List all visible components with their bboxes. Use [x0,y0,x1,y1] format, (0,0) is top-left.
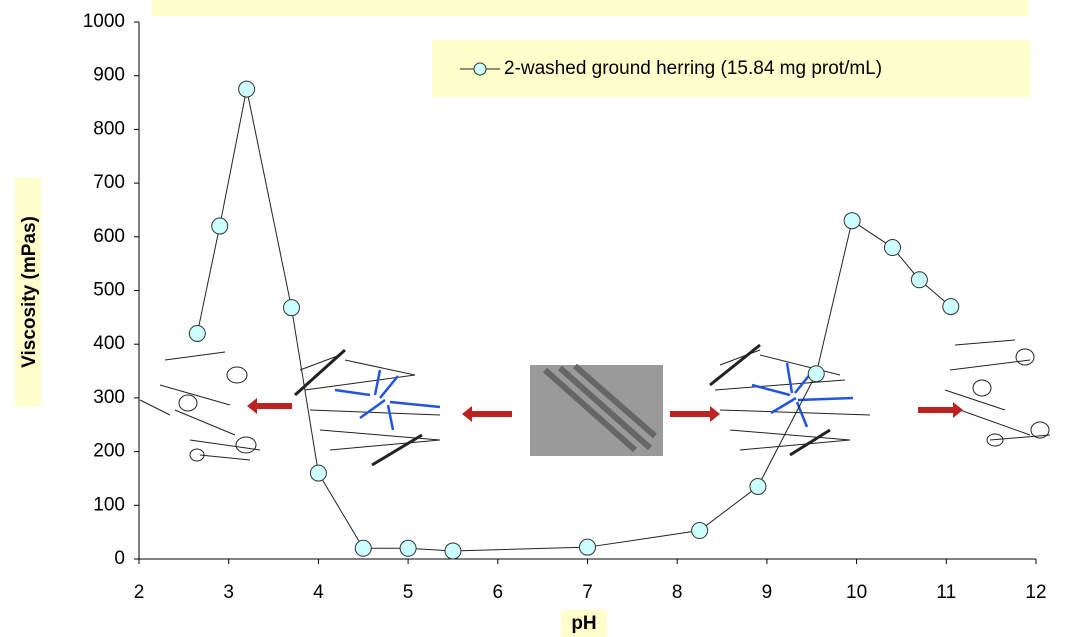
y-tick-label: 600 [93,226,125,247]
y-tick-label: 900 [93,65,125,86]
data-point [283,300,299,316]
x-tick-label: 11 [936,582,956,603]
x-tick-label: 5 [403,582,414,603]
data-point [445,543,461,559]
x-tick-label: 3 [223,582,234,603]
data-point [400,540,416,556]
data-point [884,240,900,256]
data-point [808,366,824,382]
y-tick-label: 500 [93,280,125,301]
y-tick-label: 300 [93,387,125,408]
y-tick-label: 100 [93,494,125,515]
x-tick-label: 6 [493,582,504,603]
x-tick-label: 2 [134,582,145,603]
data-point [750,479,766,495]
data-point [355,540,371,556]
chart: Viscosity (mPas) pH 0 100 200 300 400 500 600 7… [0,0,1066,637]
legend-marker [474,63,486,75]
data-point [943,299,959,315]
x-tick-label: 7 [582,582,593,603]
legend-label: 2-washed ground herring (15.84 mg prot/m… [504,58,882,79]
x-tick-label: 8 [672,582,683,603]
data-point [844,213,860,229]
y-tick-label: 800 [93,118,125,139]
data-point [189,325,205,341]
x-tick-label: 12 [1025,582,1046,603]
data-point [310,465,326,481]
y-tick-label: 700 [93,172,125,193]
x-tick-label: 4 [313,582,324,603]
x-tick-label: 10 [846,582,867,603]
data-point [239,81,255,97]
series-line [197,89,950,551]
title-banner [152,0,1028,16]
data-point [212,218,228,234]
y-tick-label: 400 [93,333,125,354]
data-point [580,539,596,555]
x-axis-label: pH [571,613,596,634]
y-axis-label: Viscosity (mPas) [19,216,40,368]
y-tick-label: 1000 [83,11,125,32]
data-point [692,523,708,539]
page: {"chart_data": {"type": "line", "x_label… [0,0,1066,637]
data-point [911,272,927,288]
y-tick-label: 200 [93,441,125,462]
y-tick-label: 0 [114,548,125,569]
x-tick-label: 9 [762,582,773,603]
